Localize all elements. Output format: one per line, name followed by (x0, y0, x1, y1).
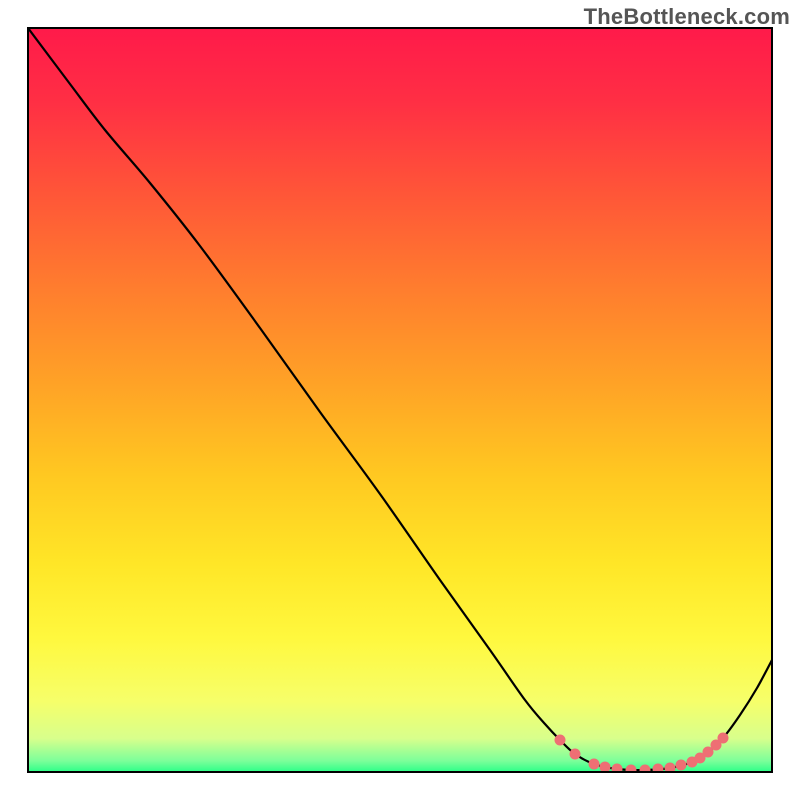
chart-container: { "watermark": "TheBottleneck.com", "wat… (0, 0, 800, 800)
marker-dot (640, 765, 651, 776)
marker-dot (589, 759, 600, 770)
marker-dot (570, 749, 581, 760)
marker-dot (626, 765, 637, 776)
gradient-background (28, 28, 772, 772)
marker-dot (718, 733, 729, 744)
watermark-text: TheBottleneck.com (584, 4, 790, 30)
bottleneck-curve-chart (0, 0, 800, 800)
marker-dot (555, 735, 566, 746)
marker-dot (676, 760, 687, 771)
marker-dot (600, 762, 611, 773)
